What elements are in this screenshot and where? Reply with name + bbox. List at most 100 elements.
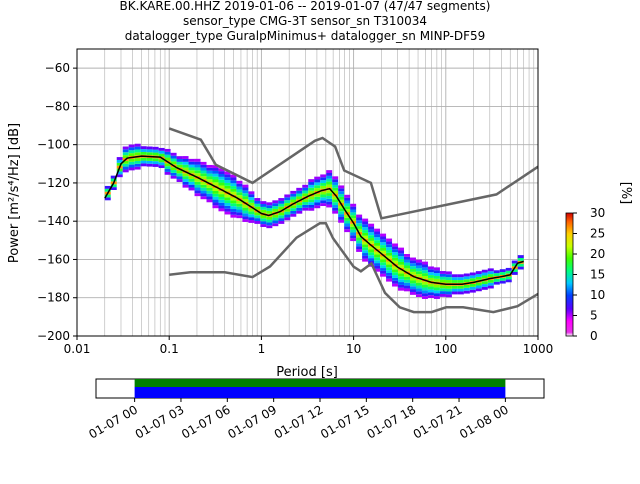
density-cell	[188, 176, 195, 179]
density-cell	[158, 147, 165, 151]
density-cell	[356, 226, 363, 229]
density-cell	[206, 185, 213, 188]
density-cell	[206, 179, 213, 183]
density-cell	[248, 211, 255, 215]
density-cell	[398, 282, 405, 285]
density-cell	[116, 162, 123, 166]
density-cell	[445, 271, 452, 275]
density-cell	[326, 198, 333, 202]
density-cell	[170, 172, 177, 176]
low-noise-model-line	[169, 222, 538, 314]
density-cell	[356, 223, 363, 227]
x-tick-label: 10	[346, 342, 361, 356]
density-cell	[398, 250, 405, 254]
density-cell	[326, 190, 333, 194]
density-cell	[409, 277, 416, 281]
density-cell	[146, 163, 153, 167]
density-cell	[380, 270, 387, 274]
density-cell	[296, 190, 303, 194]
density-cell	[332, 207, 339, 211]
density-cell	[188, 181, 195, 185]
density-cell	[248, 199, 255, 203]
density-cell	[344, 209, 351, 213]
density-cell	[266, 208, 273, 211]
density-cell	[260, 206, 267, 210]
density-cell	[212, 190, 219, 194]
density-cell	[421, 296, 428, 299]
density-cell	[421, 261, 428, 265]
density-cell	[266, 222, 273, 226]
density-cell	[218, 185, 225, 189]
density-cell	[517, 263, 524, 267]
density-cell	[356, 243, 363, 247]
y-tick-label: −120	[37, 176, 70, 190]
density-cell	[242, 187, 249, 191]
density-cell	[433, 293, 440, 297]
density-cell	[350, 226, 357, 230]
density-cell	[116, 159, 123, 163]
density-cell	[409, 291, 416, 295]
density-cell	[248, 220, 255, 223]
density-cell	[439, 279, 446, 283]
density-cell	[433, 267, 440, 271]
density-cell	[368, 240, 375, 244]
density-cell	[272, 203, 279, 207]
density-cell	[404, 256, 410, 260]
density-cell	[224, 171, 231, 175]
density-cell	[338, 205, 345, 209]
density-cell	[224, 177, 231, 181]
density-cell	[463, 287, 470, 291]
density-cell	[176, 156, 183, 160]
density-cell	[212, 193, 219, 197]
density-cell	[356, 249, 363, 252]
density-cell	[392, 246, 399, 250]
title-line-3: datalogger_type GuralpMinimus+ datalogge…	[125, 29, 486, 43]
density-cell	[368, 232, 375, 236]
density-cell	[433, 270, 440, 274]
density-cell	[230, 191, 237, 195]
density-cell	[374, 265, 381, 269]
density-cell	[392, 277, 399, 281]
density-cell	[272, 220, 279, 224]
colorbar	[565, 212, 574, 337]
density-cell	[302, 202, 309, 205]
density-cell	[164, 171, 171, 175]
density-cell	[212, 170, 219, 174]
density-cell	[308, 184, 315, 188]
density-cell	[433, 287, 440, 291]
density-cell	[356, 234, 363, 238]
coverage-tick-label: 01-07 15	[318, 402, 372, 441]
density-cell	[511, 260, 518, 264]
density-cell	[188, 184, 195, 188]
density-cell	[290, 190, 297, 194]
density-cell	[140, 163, 147, 167]
density-cell	[392, 249, 399, 253]
density-cell	[224, 197, 231, 201]
density-cell	[326, 201, 333, 205]
density-cell	[320, 197, 327, 201]
density-cell	[218, 196, 225, 200]
density-cell	[200, 184, 207, 188]
density-cell	[236, 203, 243, 207]
density-cell	[230, 197, 237, 201]
density-cell	[487, 268, 494, 272]
density-cell	[350, 206, 357, 210]
density-cell	[266, 205, 273, 209]
density-cell	[236, 212, 243, 216]
density-cell	[433, 278, 440, 282]
density-cell	[415, 285, 422, 289]
y-tick-label: −100	[37, 138, 70, 152]
density-cell	[224, 185, 231, 189]
density-cell	[415, 294, 422, 298]
density-cell	[332, 196, 339, 200]
density-cell	[302, 193, 309, 197]
density-cell	[350, 223, 357, 227]
density-cell	[170, 158, 177, 162]
density-cell	[362, 241, 369, 245]
density-cell	[170, 170, 177, 173]
density-cell	[296, 205, 303, 208]
density-cell	[356, 240, 363, 244]
density-cell	[314, 176, 321, 180]
density-cell	[278, 212, 285, 216]
density-cell	[236, 186, 243, 190]
